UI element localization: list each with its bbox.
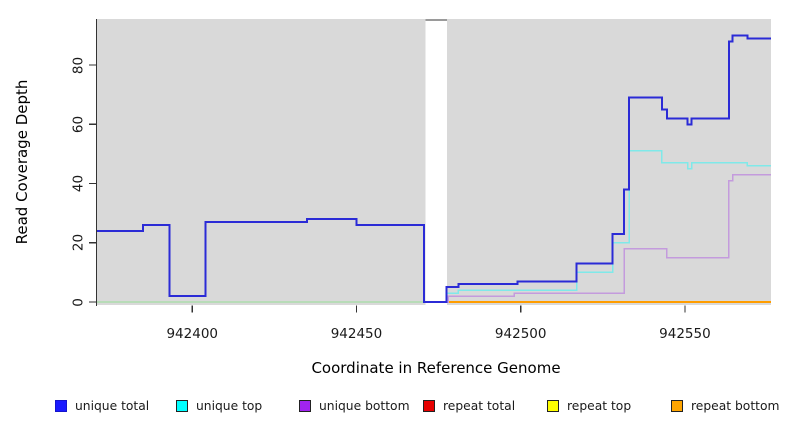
- y-tick-label-20: 20: [70, 234, 87, 252]
- x-tick-label-942400: 942400: [166, 326, 219, 342]
- legend-item-repeat-total: repeat total: [423, 397, 515, 415]
- legend-label: unique bottom: [319, 399, 410, 413]
- unique-top-swatch-icon: [176, 400, 188, 412]
- legend-item-repeat-top: repeat top: [547, 397, 631, 415]
- unique-total-line: [97, 34, 771, 303]
- y-tick-label-40: 40: [70, 174, 87, 193]
- repeat-bottom-swatch-icon: [671, 400, 683, 412]
- chart-legend: unique total unique top unique bottom re…: [0, 397, 792, 417]
- legend-label: repeat top: [567, 399, 632, 413]
- legend-item-unique-bottom: unique bottom: [299, 397, 410, 415]
- y-axis-title: Read Coverage Depth: [13, 79, 31, 245]
- y-tick-label-0: 0: [70, 297, 87, 307]
- legend-item-unique-total: unique total: [55, 397, 149, 415]
- legend-label: unique top: [196, 399, 263, 413]
- legend-label: repeat total: [443, 399, 516, 413]
- repeat-top-swatch-icon: [547, 400, 559, 412]
- y-tick-label-80: 80: [70, 56, 87, 74]
- x-tick-label-942450: 942450: [330, 326, 383, 342]
- legend-label: repeat bottom: [691, 399, 780, 413]
- y-tick-label-60: 60: [70, 115, 87, 133]
- x-tick-label-942550: 942550: [659, 326, 711, 342]
- x-axis-title: Coordinate in Reference Genome: [311, 359, 561, 377]
- legend-item-repeat-bottom: repeat bottom: [671, 397, 779, 415]
- legend-label: unique total: [75, 399, 150, 413]
- legend-item-unique-top: unique top: [176, 397, 262, 415]
- unique-top-line: [445, 150, 771, 303]
- x-tick-label-942500: 942500: [494, 326, 547, 342]
- unique-total-swatch-icon: [55, 400, 67, 412]
- masked-region: [425, 20, 447, 305]
- unique-bottom-swatch-icon: [299, 400, 311, 412]
- unique-bottom-line: [446, 173, 771, 303]
- repeat-total-swatch-icon: [423, 400, 435, 412]
